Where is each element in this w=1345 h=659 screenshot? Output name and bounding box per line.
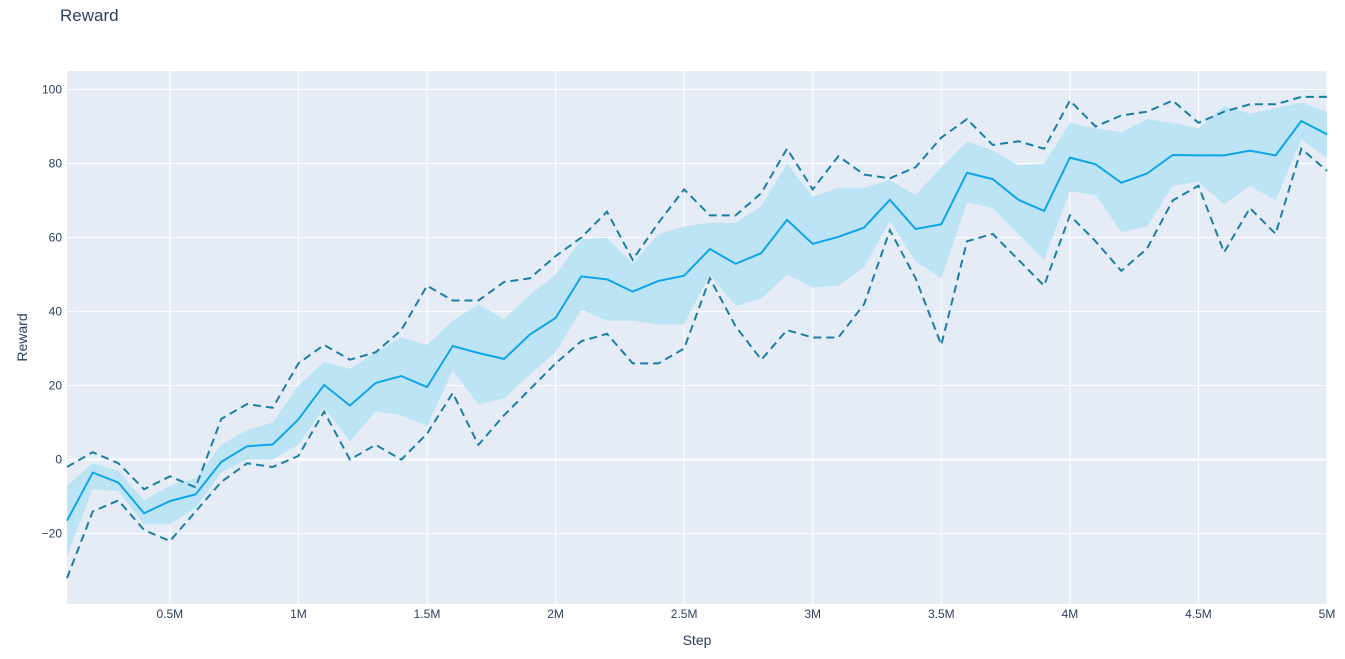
x-tick-label: 0.5M bbox=[157, 607, 184, 621]
y-tick-label: −20 bbox=[42, 527, 63, 541]
y-tick-label: 80 bbox=[49, 157, 63, 171]
x-tick-label: 2M bbox=[547, 607, 564, 621]
max-line bbox=[66, 95, 1327, 491]
mean-line bbox=[66, 119, 1328, 522]
chart-title: Reward bbox=[60, 6, 119, 25]
x-tick-label: 4.5M bbox=[1185, 607, 1212, 621]
y-tick-label: 20 bbox=[49, 379, 63, 393]
series-lines-layer bbox=[66, 95, 1328, 579]
y-tick-label: 60 bbox=[49, 231, 63, 245]
grid-lines bbox=[67, 71, 1328, 604]
x-tick-label: 1.5M bbox=[414, 607, 441, 621]
x-tick-label: 3.5M bbox=[928, 607, 955, 621]
x-tick-label: 3M bbox=[804, 607, 821, 621]
min-line bbox=[66, 146, 1328, 579]
std-band-layer bbox=[67, 102, 1327, 556]
y-axis-title: Reward bbox=[14, 313, 30, 361]
x-tick-label: 1M bbox=[290, 607, 307, 621]
y-tick-label: 100 bbox=[42, 83, 62, 97]
x-axis-title: Step bbox=[683, 632, 712, 648]
y-tick-label: 40 bbox=[49, 305, 63, 319]
x-tick-label: 5M bbox=[1319, 607, 1336, 621]
tick-labels-layer: 0.5M 1M 1.5M 2M 2.5M 3M 3.5M 4M 4.5M 5M −20 0 20 40 60… bbox=[42, 83, 1336, 621]
y-tick-label: 0 bbox=[55, 453, 62, 467]
x-tick-label: 4M bbox=[1062, 607, 1079, 621]
x-tick-label: 2.5M bbox=[671, 607, 698, 621]
std-band bbox=[67, 102, 1327, 556]
